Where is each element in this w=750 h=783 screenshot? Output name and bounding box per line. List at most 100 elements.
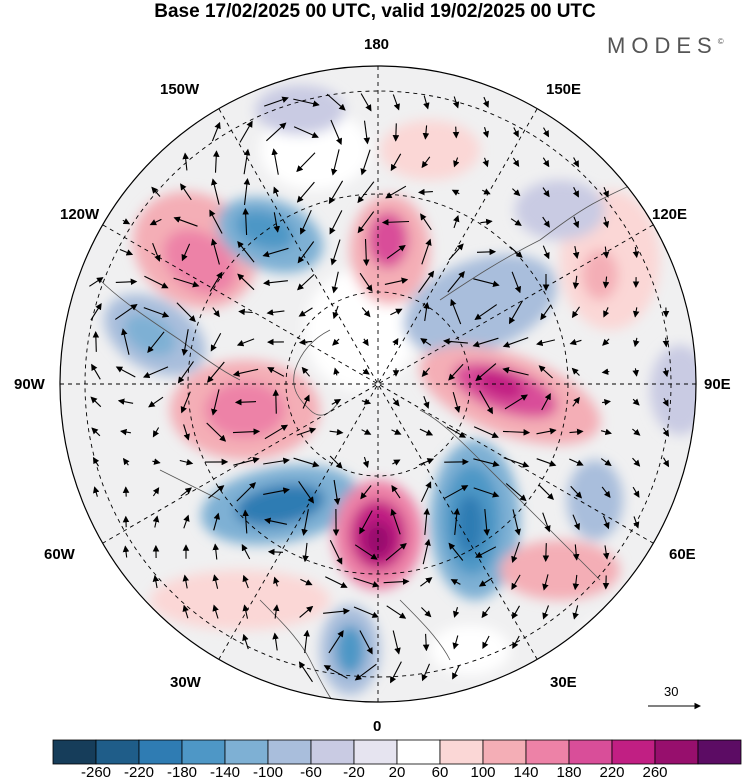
colorbar-tick-label: 220 [599,764,625,781]
wind-vector [420,481,432,503]
wind-vector [570,485,583,499]
wind-vector [448,542,464,561]
wind-vector [392,630,401,655]
wind-vector [272,604,280,619]
wind-vector [325,576,348,588]
colorbar-swatch [439,739,484,765]
wind-vector [121,328,130,355]
wind-vector [451,189,460,196]
wind-vector [538,365,553,379]
wind-vector [572,216,580,229]
wind-vector [179,458,194,466]
brand-logo: MODES© [607,33,724,59]
wind-vector [422,633,430,652]
wind-vector [420,577,433,587]
wind-vector [600,458,612,467]
wind-vector [386,244,406,259]
wind-vector [209,209,223,234]
colorbar-swatch [310,739,355,765]
wind-vector [359,630,373,655]
wind-vector [151,186,161,197]
wind-vector [542,187,550,198]
wind-vector [420,213,432,231]
wind-vector [512,127,519,138]
lon-label-180: 180 [364,36,390,53]
wind-vector [571,306,580,319]
wind-vector [385,542,407,561]
wind-vector [273,212,281,233]
wind-vector [149,218,162,226]
wind-vector [473,278,500,288]
wind-vector [303,629,310,654]
colorbar-tick-label: 180 [556,764,582,781]
wind-vector [572,396,580,407]
wind-vector [180,487,192,497]
wind-vector [482,127,490,138]
wind-vectors [89,93,670,684]
wind-vector [362,238,370,267]
wind-vector [600,428,612,436]
wind-vector [569,428,584,436]
wind-vector [536,458,557,467]
wind-vector [502,429,531,436]
wind-vector [572,605,579,620]
wind-vector [331,271,339,294]
wind-vector [329,540,343,565]
wind-vector [505,483,527,502]
colorbar-swatch [52,739,97,765]
colorbar [52,739,742,765]
wind-vector [242,604,249,619]
wind-vector [210,333,222,352]
colorbar-tick-label: 100 [470,764,496,781]
lon-label-90w: 90W [14,376,45,393]
wind-vector [211,389,220,416]
wind-vector [542,543,550,562]
wind-vector [540,304,552,321]
wind-vector [511,574,521,591]
map-disk [60,66,696,702]
lon-label-0: 0 [373,718,382,735]
wind-vector [353,606,380,618]
wind-vector [210,238,220,265]
colorbar-swatch [181,739,226,765]
wind-vector [266,309,285,316]
wind-vector [331,149,340,176]
wind-vector [390,153,402,172]
wind-vector [473,487,500,498]
wind-vector [483,509,490,536]
wind-vector [363,120,371,145]
wind-vector [301,509,309,536]
colorbar-swatch [654,739,699,765]
wind-vector [239,120,253,143]
map-border [59,65,697,703]
wind-vector [512,157,520,168]
wind-vector [330,239,341,266]
wind-vector [293,126,319,139]
wind-vector [242,207,249,236]
colorbar-swatch [482,739,527,765]
wind-vector [572,514,580,531]
wind-vector [333,367,340,376]
wind-vector [447,271,465,293]
lon-label-120e: 120E [652,206,688,223]
wind-vector [243,148,251,175]
wind-vector [481,606,491,619]
wind-vector [662,397,669,407]
wind-vector [632,428,641,436]
wind-vector [475,546,497,558]
wind-vector [183,514,190,529]
wind-vector [89,277,104,287]
wind-vector [182,604,189,619]
wind-vector [267,367,285,377]
wind-vector [176,302,196,323]
colorbar-swatch [525,739,570,765]
wind-vector [211,121,221,142]
colorbar-swatch [697,739,742,765]
wind-vector [476,248,497,256]
wind-vector [296,152,316,173]
wind-vector [273,186,280,197]
wind-vector [300,578,313,586]
wind-vector [331,399,342,406]
wind-vector [479,390,493,415]
